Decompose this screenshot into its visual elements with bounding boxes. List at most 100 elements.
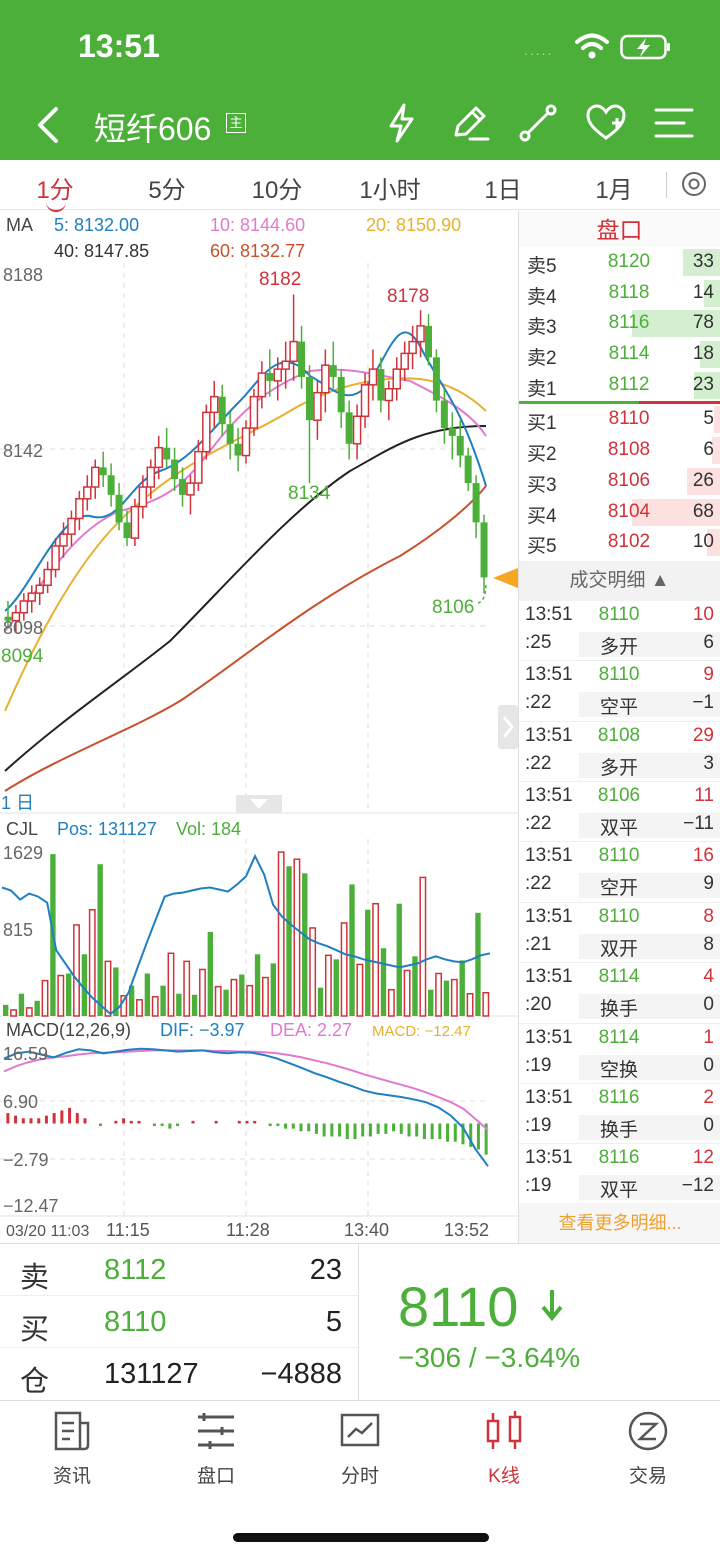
tick-type: 空换 — [579, 1054, 659, 1081]
bid-level[interactable]: 买3 8106 26 — [519, 466, 720, 497]
volume-bar — [81, 954, 88, 1016]
candle-body — [138, 486, 148, 508]
tick-price: 8110 — [598, 664, 640, 686]
oi-change: −4888 — [260, 1358, 342, 1390]
ma20-value: 20: 8150.90 — [366, 215, 462, 235]
expand-side-handle[interactable] — [498, 705, 518, 749]
status-time: 13:51 — [78, 28, 160, 64]
menu-icon[interactable] — [652, 101, 696, 145]
volume-bar — [270, 963, 276, 1016]
ask-level[interactable]: 卖3 8116 78 — [519, 308, 720, 339]
home-indicator[interactable] — [233, 1533, 489, 1542]
tab-kline[interactable]: K线 — [454, 1409, 554, 1488]
ask-level[interactable]: 卖2 8114 18 — [519, 339, 720, 370]
tab-1month[interactable]: 1月 — [595, 177, 633, 204]
tick-type: 双平 — [579, 813, 659, 839]
candle-body — [51, 545, 60, 571]
volume-value: Vol: 184 — [176, 819, 241, 839]
bid-level[interactable]: 买4 8104 68 — [519, 497, 720, 528]
level-price: 8112 — [608, 373, 650, 395]
macd-axis-c: −2.79 — [3, 1150, 49, 1170]
candle-body — [194, 450, 203, 484]
tick-type: 换手 — [579, 1115, 659, 1141]
ma60-value: 60: 8132.77 — [210, 241, 306, 261]
tick-price: 8110 — [598, 603, 640, 625]
candle-body — [377, 369, 385, 401]
tick-row: 13:51:20 8114 4 换手 0 — [519, 963, 720, 1024]
tab-orderbook[interactable]: 盘口 — [166, 1409, 266, 1488]
tab-1day[interactable]: 1日 — [484, 177, 522, 204]
chart-canvas[interactable]: 8188 8142 8098 8182 8178 8134 8094 8106 … — [0, 211, 518, 1243]
view-more-ticks-link[interactable]: 查看更多明细... — [519, 1203, 720, 1243]
tick-price: 8106 — [597, 785, 641, 807]
candle-body — [83, 486, 92, 500]
volume-bar — [191, 994, 198, 1016]
tab-1min[interactable]: 1分 — [10, 170, 100, 212]
tab-1hour[interactable]: 1小时 — [359, 177, 421, 204]
volume-bar — [428, 989, 434, 1016]
tick-volume: 2 — [703, 1087, 714, 1108]
macd-axis-d: −12.47 — [3, 1196, 59, 1216]
volume-bars — [3, 851, 490, 1017]
bid-level[interactable]: 买2 8108 6 — [519, 435, 720, 466]
ask-level[interactable]: 卖5 8120 33 — [519, 247, 720, 278]
price-axis-low: 8098 — [3, 618, 43, 638]
position-value: Pos: 131127 — [57, 819, 157, 839]
level-label: 卖4 — [527, 286, 557, 308]
time-axis-4: 13:52 — [444, 1220, 489, 1240]
buy-price: 8110 — [104, 1306, 167, 1338]
ma5-value: 5: 8132.00 — [54, 215, 140, 235]
volume-bar — [160, 985, 166, 1016]
level-price: 8118 — [608, 281, 650, 303]
bid-level[interactable]: 买5 8102 10 — [519, 527, 720, 558]
macd-value: MACD: −12.47 — [372, 1023, 471, 1040]
candle-body — [432, 357, 440, 401]
candle-body — [408, 340, 417, 355]
line-tool-icon[interactable] — [516, 101, 560, 145]
favorite-heart-icon[interactable] — [584, 101, 628, 145]
tab-10min[interactable]: 10分 — [251, 177, 303, 204]
contract-title[interactable]: 短纤606 — [94, 111, 212, 147]
tab-5min[interactable]: 5分 — [148, 177, 186, 204]
ask-level[interactable]: 卖4 8118 14 — [519, 278, 720, 309]
candle-body — [11, 612, 21, 622]
period-label: 1 日 — [1, 793, 34, 813]
candle-body — [154, 446, 163, 469]
candle-body — [345, 412, 353, 444]
depth-bar — [699, 341, 720, 369]
tick-delta: 3 — [703, 752, 714, 774]
volume-bar — [73, 924, 80, 1017]
tick-price: 8116 — [598, 1087, 640, 1108]
tick-seconds: :21 — [525, 933, 552, 955]
volume-bar — [167, 952, 175, 1017]
ma40-line — [4, 425, 487, 772]
level-label: 卖1 — [527, 378, 557, 400]
quote-summary: 卖 8112 23 买 8110 5 仓 131127 −4888 8110 −… — [0, 1243, 720, 1401]
back-icon[interactable] — [30, 103, 66, 147]
macd-axis-b: 6.90 — [3, 1092, 38, 1112]
time-axis-start: 03/20 11:03 — [6, 1223, 89, 1240]
volume-bar — [293, 858, 301, 1017]
tick-type: 空开 — [579, 873, 659, 899]
tick-row: 13:51:22 8108 29 多开 3 — [519, 722, 720, 783]
kline-chart[interactable]: MA 5: 8132.00 10: 8144.60 20: 8150.90 40… — [0, 211, 518, 1243]
trade-detail-toggle[interactable]: 成交明细 ▲ — [519, 560, 720, 601]
tab-trade[interactable]: 交易 — [598, 1409, 698, 1488]
moving-average-lines — [4, 331, 487, 792]
draw-pencil-icon[interactable] — [448, 101, 492, 145]
time-axis-1: 11:15 — [106, 1220, 150, 1240]
settings-icon[interactable] — [680, 170, 708, 198]
tick-price: 8114 — [598, 966, 640, 988]
tick-delta: −12 — [681, 1175, 714, 1197]
volume-bar — [435, 972, 443, 1017]
tab-timeshare[interactable]: 分时 — [310, 1409, 410, 1488]
volume-bar — [419, 876, 427, 1017]
volume-bar — [396, 903, 402, 1016]
bid-level[interactable]: 买1 8110 5 — [519, 404, 720, 435]
ask-level[interactable]: 卖1 8112 23 — [519, 370, 720, 401]
buy-label: 买 — [20, 1314, 50, 1346]
lightning-icon[interactable] — [380, 101, 424, 145]
tab-news[interactable]: 资讯 — [22, 1409, 122, 1488]
level-volume: 6 — [703, 439, 714, 461]
candle-body — [416, 325, 425, 343]
